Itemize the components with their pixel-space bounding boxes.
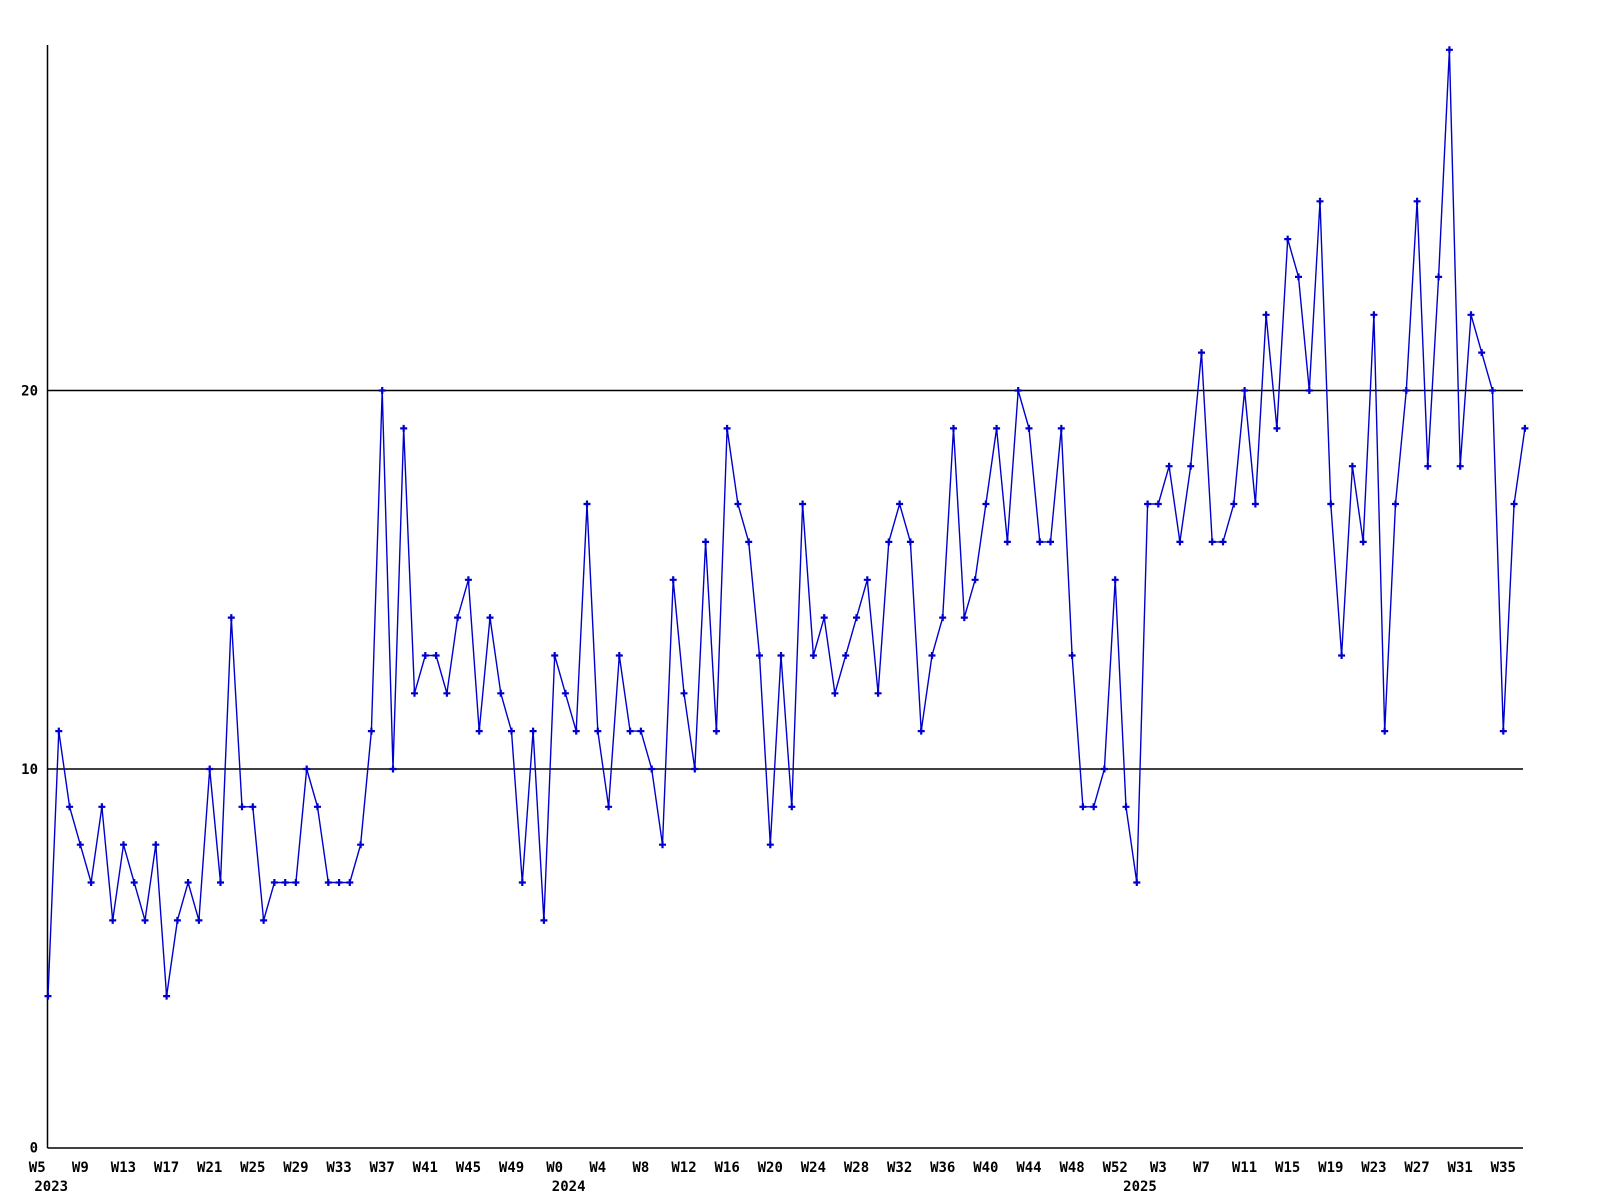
x-tick-label-W29: W29 xyxy=(283,1160,308,1176)
x-tick-label-W5: W5 xyxy=(29,1160,46,1176)
year-label-2024: 2024 xyxy=(552,1179,586,1195)
x-tick-label-W52: W52 xyxy=(1103,1160,1128,1176)
x-tick-label-W7: W7 xyxy=(1193,1160,1210,1176)
x-tick-label-W24: W24 xyxy=(801,1160,826,1176)
x-tick-label-W31: W31 xyxy=(1448,1160,1473,1176)
x-tick-label-W48: W48 xyxy=(1059,1160,1084,1176)
x-tick-label-W9: W9 xyxy=(72,1160,89,1176)
x-tick-label-W8: W8 xyxy=(632,1160,649,1176)
x-tick-label-W41: W41 xyxy=(413,1160,438,1176)
x-tick-label-W4: W4 xyxy=(589,1160,606,1176)
year-label-2025: 2025 xyxy=(1123,1179,1157,1195)
x-tick-label-W40: W40 xyxy=(973,1160,998,1176)
x-tick-label-W32: W32 xyxy=(887,1160,912,1176)
x-tick-label-W23: W23 xyxy=(1361,1160,1386,1176)
year-label-2023: 2023 xyxy=(34,1179,68,1195)
x-tick-label-W33: W33 xyxy=(326,1160,351,1176)
x-tick-label-W19: W19 xyxy=(1318,1160,1343,1176)
y-tick-label-20: 20 xyxy=(21,384,38,400)
x-tick-label-W15: W15 xyxy=(1275,1160,1300,1176)
x-tick-label-W20: W20 xyxy=(758,1160,783,1176)
x-tick-label-W27: W27 xyxy=(1404,1160,1429,1176)
x-tick-label-W49: W49 xyxy=(499,1160,524,1176)
x-tick-label-W11: W11 xyxy=(1232,1160,1257,1176)
x-tick-label-W25: W25 xyxy=(240,1160,265,1176)
x-tick-label-W0: W0 xyxy=(546,1160,563,1176)
x-tick-label-W28: W28 xyxy=(844,1160,869,1176)
x-tick-label-W44: W44 xyxy=(1016,1160,1041,1176)
x-tick-label-W17: W17 xyxy=(154,1160,179,1176)
y-tick-label-10: 10 xyxy=(21,762,38,778)
x-tick-label-W36: W36 xyxy=(930,1160,955,1176)
x-tick-label-W16: W16 xyxy=(714,1160,739,1176)
x-tick-label-W13: W13 xyxy=(111,1160,136,1176)
y-tick-label-0: 0 xyxy=(30,1141,38,1157)
x-tick-label-W3: W3 xyxy=(1150,1160,1167,1176)
x-tick-label-W35: W35 xyxy=(1491,1160,1516,1176)
series-line xyxy=(47,49,1526,997)
x-tick-label-W21: W21 xyxy=(197,1160,222,1176)
data-point-markers xyxy=(44,46,1529,1000)
x-tick-label-W37: W37 xyxy=(370,1160,395,1176)
x-tick-label-W12: W12 xyxy=(671,1160,696,1176)
x-tick-label-W45: W45 xyxy=(456,1160,481,1176)
